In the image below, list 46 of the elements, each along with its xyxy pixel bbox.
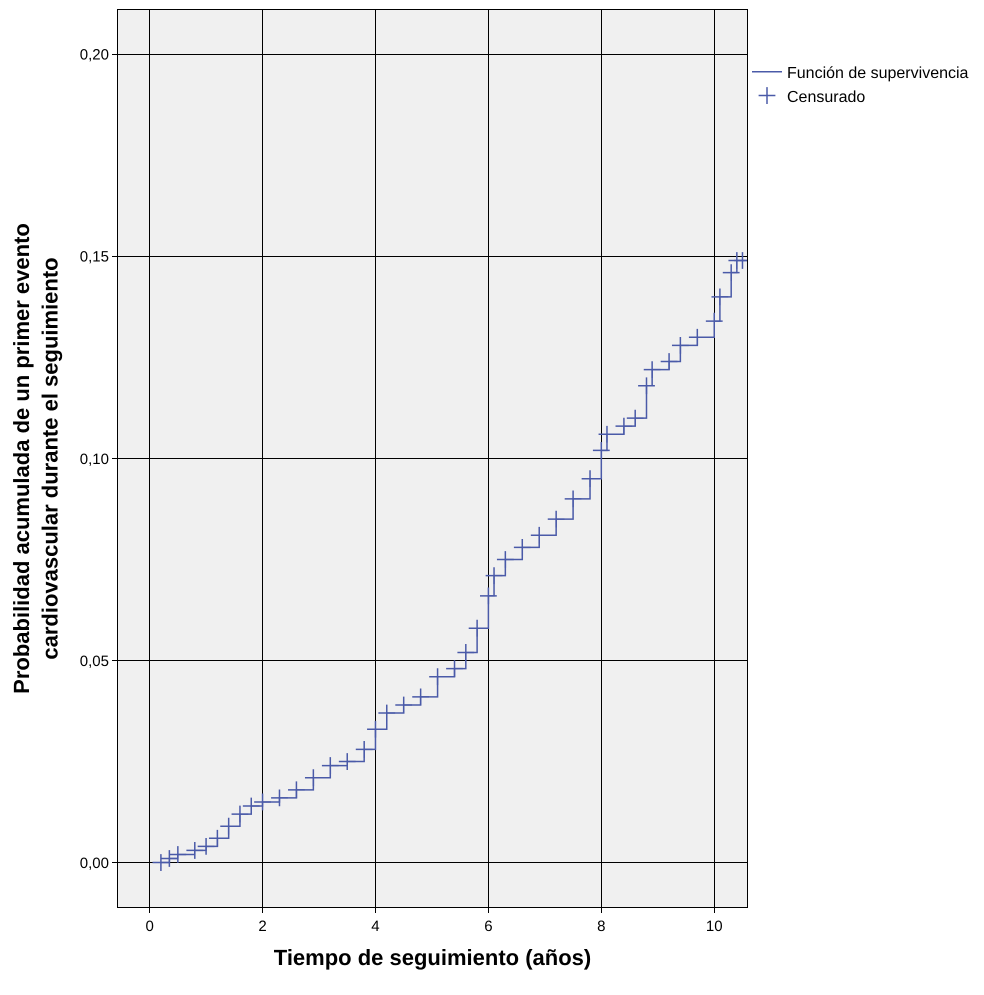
point [287,780,306,799]
point [355,740,374,759]
point [496,550,514,569]
x-tick-label: 6 [484,918,493,935]
point [710,288,730,306]
point [230,804,250,824]
point [456,643,475,662]
point [394,696,413,714]
legend-label: Función de supervivencia [787,64,969,82]
point [484,566,504,585]
point [592,441,610,460]
legend-label: Censurado [787,88,866,106]
point [614,417,634,436]
y-tick-label: 0,00 [80,854,109,872]
point [722,263,740,282]
point [660,352,678,371]
point [513,538,532,557]
y-tick-label: 0,10 [80,450,109,468]
point [637,376,656,395]
point [196,837,216,856]
point [547,510,566,528]
y-tick-label: 0,20 [80,46,109,64]
x-tick-label: 0 [145,918,154,935]
point [411,688,430,706]
point [642,360,662,379]
y-tick-label: 0,05 [80,652,109,670]
point [626,408,644,428]
point [564,490,582,508]
point [321,756,340,775]
point [338,752,356,771]
point [253,792,272,812]
point [160,849,179,868]
point [445,659,464,678]
x-tick-label: 4 [371,918,380,935]
x-axis-title: Tiempo de seguimiento (años) [274,944,592,970]
point [152,853,170,872]
point [671,336,690,355]
point [168,845,187,864]
point [186,841,204,860]
x-tick-label: 10 [706,918,723,935]
point [270,788,289,808]
x-tick-label: 8 [597,918,606,935]
y-tick-label: 0,15 [80,248,109,266]
y-axis-title: Probabilidad acumulada de un primer evento cardiovascular durante el seguimiento [8,223,63,694]
point [479,586,498,606]
x-tick-label: 2 [258,918,267,935]
